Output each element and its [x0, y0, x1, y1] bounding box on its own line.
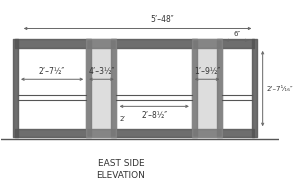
- Text: 2’–7¹⁄₁₆″: 2’–7¹⁄₁₆″: [267, 86, 293, 92]
- Text: 2’–7½″: 2’–7½″: [39, 67, 65, 76]
- Text: 1’–9½″: 1’–9½″: [194, 67, 220, 76]
- Text: 4’–3½″: 4’–3½″: [88, 67, 115, 76]
- Text: EAST SIDE
ELEVATION: EAST SIDE ELEVATION: [97, 159, 145, 180]
- Text: 2’–8½″: 2’–8½″: [141, 111, 167, 119]
- Text: 5’–48″: 5’–48″: [151, 15, 174, 24]
- Text: 2′: 2′: [119, 116, 126, 122]
- Text: 6″: 6″: [233, 31, 241, 37]
